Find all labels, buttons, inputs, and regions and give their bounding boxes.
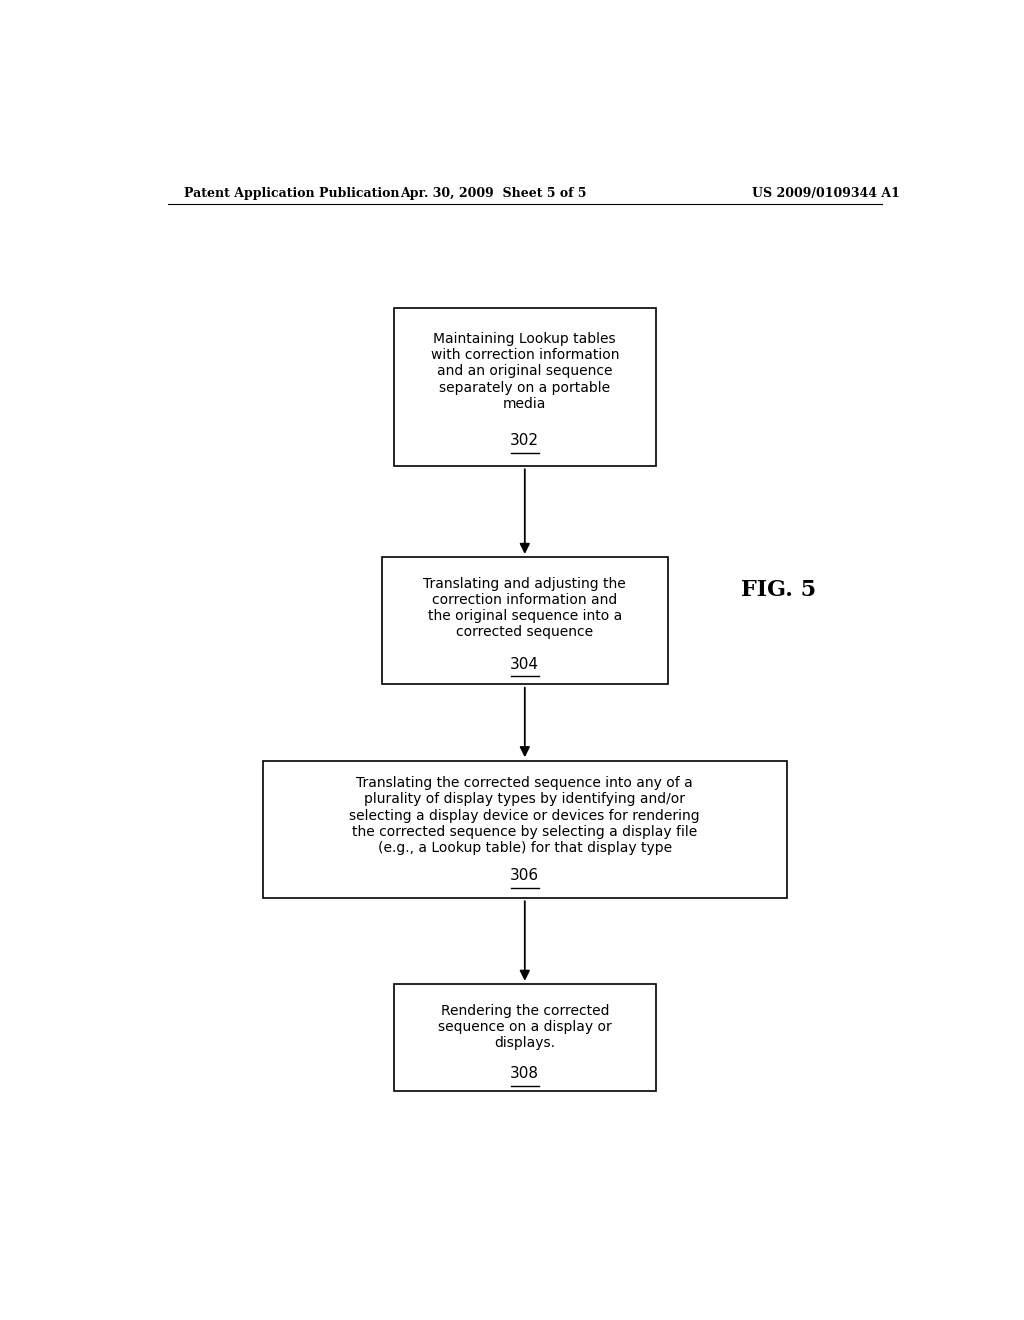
Bar (394, 309, 655, 466)
Text: FIG. 5: FIG. 5 (741, 579, 816, 602)
Bar (394, 985, 655, 1090)
Bar (263, 760, 786, 898)
Text: US 2009/0109344 A1: US 2009/0109344 A1 (753, 187, 900, 201)
Text: 306: 306 (510, 869, 540, 883)
Text: 308: 308 (510, 1067, 540, 1081)
Text: 304: 304 (510, 656, 540, 672)
Text: Maintaining Lookup tables
with correction information
and an original sequence
s: Maintaining Lookup tables with correctio… (430, 331, 620, 411)
Text: Translating the corrected sequence into any of a
plurality of display types by i: Translating the corrected sequence into … (349, 776, 700, 855)
Text: Rendering the corrected
sequence on a display or
displays.: Rendering the corrected sequence on a di… (438, 1003, 611, 1051)
Text: Translating and adjusting the
correction information and
the original sequence i: Translating and adjusting the correction… (424, 577, 626, 639)
Text: Patent Application Publication: Patent Application Publication (183, 187, 399, 201)
Bar (382, 557, 668, 684)
Text: 302: 302 (510, 433, 540, 449)
Text: Apr. 30, 2009  Sheet 5 of 5: Apr. 30, 2009 Sheet 5 of 5 (399, 187, 587, 201)
